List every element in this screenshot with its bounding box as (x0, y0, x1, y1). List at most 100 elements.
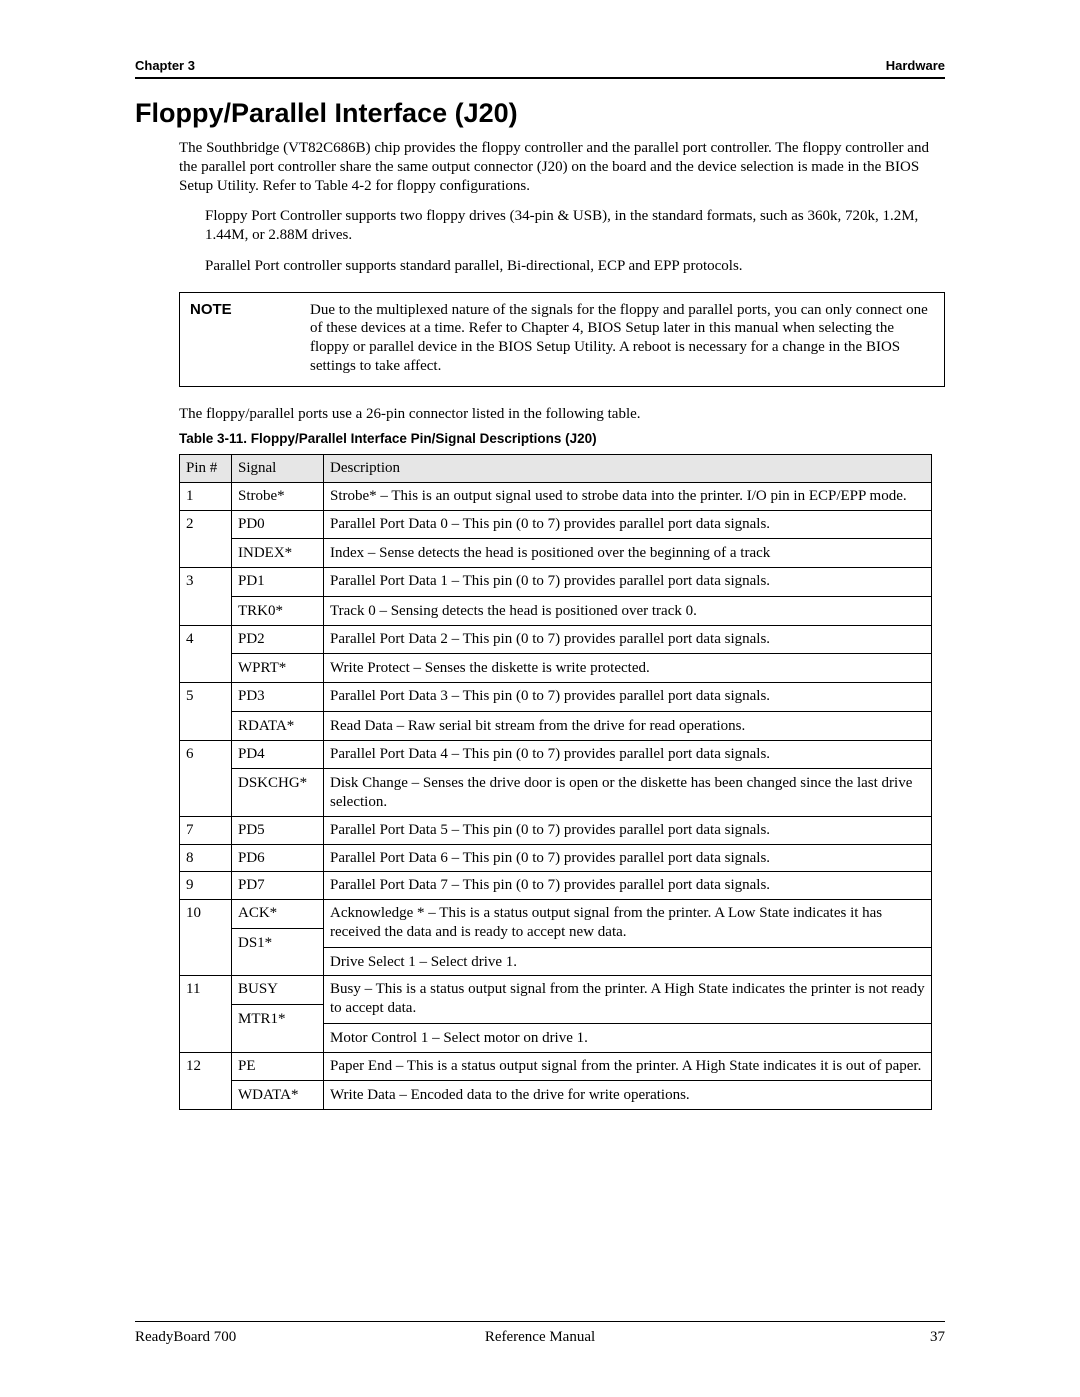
cell-signal: PD1 TRK0* (232, 568, 324, 626)
table-caption: Table 3-11. Floppy/Parallel Interface Pi… (179, 431, 945, 448)
cell-description: Parallel Port Data 0 – This pin (0 to 7)… (324, 510, 932, 568)
cell-pin: 10 (180, 900, 232, 976)
signal-name: DSKCHG* (232, 768, 323, 793)
signal-name: PD1 (238, 572, 317, 591)
signal-name: MTR1* (232, 1004, 323, 1029)
cell-pin: 7 (180, 816, 232, 844)
col-pin: Pin # (180, 455, 232, 483)
cell-pin: 4 (180, 625, 232, 683)
signal-name: RDATA* (232, 711, 323, 736)
signal-name: ACK* (238, 904, 317, 923)
signal-description: Write Data – Encoded data to the drive f… (324, 1080, 931, 1105)
cell-description: Busy – This is a status output signal fr… (324, 976, 932, 1052)
signal-name: PD0 (238, 515, 317, 534)
signal-description: Busy – This is a status output signal fr… (330, 980, 925, 1018)
running-header: Chapter 3 Hardware (135, 58, 945, 79)
signal-name: TRK0* (232, 596, 323, 621)
intro-paragraph: The Southbridge (VT82C686B) chip provide… (179, 139, 945, 195)
signal-name: BUSY (238, 980, 317, 999)
feature-floppy: Floppy Port Controller supports two flop… (205, 207, 945, 245)
signal-description: Parallel Port Data 4 – This pin (0 to 7)… (330, 745, 925, 764)
cell-description: Parallel Port Data 4 – This pin (0 to 7)… (324, 740, 932, 816)
table-row: 2 PD0 INDEX* Parallel Port Data 0 – This pi… (180, 510, 932, 568)
signal-description: Acknowledge * – This is a status output … (330, 904, 925, 942)
signal-description: Parallel Port Data 6 – This pin (0 to 7)… (330, 849, 925, 868)
section-title: Floppy/Parallel Interface (J20) (135, 97, 945, 131)
feature-parallel: Parallel Port controller supports standa… (205, 257, 945, 276)
cell-description: Parallel Port Data 1 – This pin (0 to 7)… (324, 568, 932, 626)
cell-signal: PD7 (232, 872, 324, 900)
cell-signal: PD0 INDEX* (232, 510, 324, 568)
cell-signal: Strobe* (232, 482, 324, 510)
cell-description: Strobe* – This is an output signal used … (324, 482, 932, 510)
signal-description: Track 0 – Sensing detects the head is po… (324, 596, 931, 621)
cell-pin: 11 (180, 976, 232, 1052)
signal-description: Write Protect – Senses the diskette is w… (324, 653, 931, 678)
signal-description: Index – Sense detects the head is positi… (324, 538, 931, 563)
signal-description: Read Data – Raw serial bit stream from t… (324, 711, 931, 736)
signal-name: WDATA* (232, 1080, 323, 1105)
table-row: 3 PD1 TRK0* Parallel Port Data 1 – This pin… (180, 568, 932, 626)
cell-pin: 1 (180, 482, 232, 510)
cell-pin: 2 (180, 510, 232, 568)
signal-description: Parallel Port Data 2 – This pin (0 to 7)… (330, 630, 925, 649)
table-row: 10 ACK* DS1* Acknowledge * – This is a stat… (180, 900, 932, 976)
signal-name: DS1* (232, 928, 323, 953)
cell-description: Parallel Port Data 2 – This pin (0 to 7)… (324, 625, 932, 683)
cell-pin: 9 (180, 872, 232, 900)
table-row: 6 PD4 DSKCHG* Parallel Port Data 4 – This p… (180, 740, 932, 816)
cell-pin: 5 (180, 683, 232, 741)
table-header-row: Pin # Signal Description (180, 455, 932, 483)
signal-description: Drive Select 1 – Select drive 1. (324, 947, 931, 972)
footer-center: Reference Manual (135, 1328, 945, 1347)
signal-description: Disk Change – Senses the drive door is o… (324, 768, 931, 812)
cell-signal: PD2 WPRT* (232, 625, 324, 683)
note-box: NOTE Due to the multiplexed nature of th… (179, 292, 945, 387)
signal-description: Parallel Port Data 0 – This pin (0 to 7)… (330, 515, 925, 534)
cell-signal: PD3 RDATA* (232, 683, 324, 741)
signal-name: PE (238, 1057, 317, 1076)
header-left: Chapter 3 (135, 58, 195, 74)
table-row: 8PD6Parallel Port Data 6 – This pin (0 t… (180, 844, 932, 872)
signal-description: Parallel Port Data 7 – This pin (0 to 7)… (330, 876, 925, 895)
feature-list: Floppy Port Controller supports two flop… (205, 207, 945, 275)
signal-name: WPRT* (232, 653, 323, 678)
signal-name: PD4 (238, 745, 317, 764)
cell-signal: ACK* DS1* (232, 900, 324, 976)
signal-name: PD2 (238, 630, 317, 649)
cell-pin: 6 (180, 740, 232, 816)
col-signal: Signal (232, 455, 324, 483)
table-row: 7 PD5 Parallel Port Data 5 – This pin (0 t… (180, 816, 932, 844)
note-text: Due to the multiplexed nature of the sig… (310, 301, 934, 376)
signal-description: Parallel Port Data 3 – This pin (0 to 7)… (330, 687, 925, 706)
header-right: Hardware (886, 58, 945, 74)
cell-signal: PD4 DSKCHG* (232, 740, 324, 816)
note-label: NOTE (190, 301, 310, 320)
cell-signal: BUSY MTR1* (232, 976, 324, 1052)
signal-name: PD3 (238, 687, 317, 706)
signal-description: Parallel Port Data 1 – This pin (0 to 7)… (330, 572, 925, 591)
signal-description: Strobe* – This is an output signal used … (330, 487, 925, 506)
signal-name: PD7 (238, 876, 317, 895)
signal-name: PD5 (238, 821, 317, 840)
cell-signal: PE WDATA* (232, 1052, 324, 1110)
signal-description: Parallel Port Data 5 – This pin (0 to 7)… (330, 821, 925, 840)
signal-description: Paper End – This is a status output sign… (330, 1057, 925, 1076)
cell-description: Parallel Port Data 6 – This pin (0 to 7)… (324, 844, 932, 872)
after-note-paragraph: The floppy/parallel ports use a 26-pin c… (179, 405, 945, 424)
cell-pin: 3 (180, 568, 232, 626)
table-row: 5 PD3 RDATA* Parallel Port Data 3 – This pi… (180, 683, 932, 741)
signal-description: Motor Control 1 – Select motor on drive … (324, 1023, 931, 1048)
cell-signal: PD5 (232, 816, 324, 844)
running-footer: ReadyBoard 700 Reference Manual 37 (135, 1321, 945, 1347)
cell-pin: 12 (180, 1052, 232, 1110)
cell-description: Paper End – This is a status output sign… (324, 1052, 932, 1110)
cell-description: Acknowledge * – This is a status output … (324, 900, 932, 976)
pin-signal-table: Pin # Signal Description 1 Strobe* Strobe*… (179, 454, 932, 1110)
cell-description: Parallel Port Data 7 – This pin (0 to 7)… (324, 872, 932, 900)
col-description: Description (324, 455, 932, 483)
signal-name: INDEX* (232, 538, 323, 563)
cell-description: Parallel Port Data 3 – This pin (0 to 7)… (324, 683, 932, 741)
signal-name: Strobe* (238, 487, 317, 506)
cell-description: Parallel Port Data 5 – This pin (0 to 7)… (324, 816, 932, 844)
